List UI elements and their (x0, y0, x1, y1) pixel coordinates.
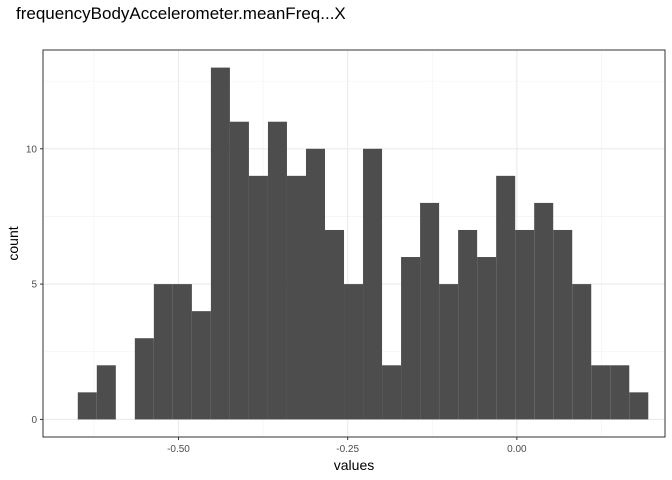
histogram-bar (553, 229, 573, 420)
histogram-bar (439, 284, 459, 420)
histogram-bar (172, 284, 192, 420)
histogram-bar (401, 257, 421, 420)
plot-panel-border (42, 49, 666, 438)
histogram-bar (458, 229, 478, 420)
y-tick-label: 10 (26, 144, 38, 155)
histogram-bar (344, 284, 364, 420)
histogram-bar (134, 338, 154, 420)
x-tick-label: 0.00 (507, 444, 527, 455)
histogram-bar (591, 365, 611, 420)
histogram-bar (248, 175, 268, 420)
histogram-bar (363, 148, 383, 420)
x-tick-label: -0.50 (167, 444, 190, 455)
histogram-bar (572, 284, 592, 420)
y-axis: 0 5 10 (26, 144, 43, 426)
histogram-bar (267, 121, 287, 420)
histogram-bar (305, 148, 326, 420)
chart-title: frequencyBodyAccelerometer.meanFreq...X (16, 4, 346, 23)
x-axis: -0.50 -0.25 0.00 (167, 437, 527, 455)
histogram-bar (229, 121, 249, 420)
histogram-bar (96, 365, 116, 420)
x-tick-label: -0.25 (336, 444, 359, 455)
y-axis-title: count (5, 226, 21, 260)
histogram-bar (77, 392, 97, 420)
histogram-bar (325, 229, 345, 420)
histogram-bar (286, 175, 306, 420)
histogram-bar (477, 257, 497, 420)
histogram-bar (496, 175, 516, 420)
histogram-bar (153, 284, 173, 420)
y-tick-label: 5 (31, 280, 37, 291)
histogram-bar (629, 392, 649, 420)
histogram-bar (191, 311, 211, 420)
histogram-bar (420, 202, 440, 420)
histogram-bars (77, 67, 649, 420)
histogram-bar (382, 365, 402, 420)
histogram-bar (534, 202, 554, 420)
histogram-bar (610, 365, 630, 420)
y-tick-label: 0 (31, 415, 37, 426)
x-axis-title: values (334, 457, 374, 473)
histogram-bar (515, 229, 535, 420)
histogram-bar (210, 67, 230, 420)
